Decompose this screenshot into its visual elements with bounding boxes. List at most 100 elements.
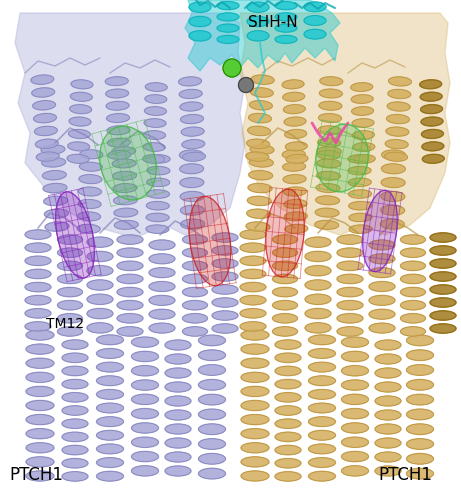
Ellipse shape	[212, 285, 238, 294]
Ellipse shape	[183, 287, 207, 297]
Ellipse shape	[62, 353, 88, 363]
Ellipse shape	[67, 154, 89, 163]
Ellipse shape	[26, 330, 54, 340]
Ellipse shape	[131, 380, 159, 390]
Ellipse shape	[241, 400, 269, 410]
Ellipse shape	[180, 192, 204, 201]
Ellipse shape	[349, 225, 372, 233]
Ellipse shape	[308, 362, 336, 372]
Ellipse shape	[240, 243, 266, 253]
Ellipse shape	[32, 88, 55, 97]
Ellipse shape	[421, 129, 443, 138]
Ellipse shape	[240, 230, 266, 239]
Ellipse shape	[430, 311, 456, 320]
Ellipse shape	[319, 89, 343, 98]
Ellipse shape	[146, 213, 169, 222]
Text: SHH-N: SHH-N	[248, 15, 298, 30]
Ellipse shape	[382, 150, 406, 160]
Ellipse shape	[114, 208, 138, 217]
Ellipse shape	[199, 454, 225, 464]
Ellipse shape	[117, 261, 143, 271]
Ellipse shape	[240, 322, 266, 331]
Ellipse shape	[247, 209, 271, 218]
Ellipse shape	[318, 138, 341, 147]
Ellipse shape	[430, 298, 456, 307]
Ellipse shape	[430, 259, 456, 268]
Ellipse shape	[96, 362, 124, 372]
Ellipse shape	[240, 269, 266, 279]
Ellipse shape	[317, 150, 340, 159]
Ellipse shape	[284, 212, 307, 221]
Ellipse shape	[422, 142, 444, 151]
Ellipse shape	[212, 259, 238, 268]
Ellipse shape	[58, 248, 83, 258]
Ellipse shape	[113, 196, 137, 205]
Ellipse shape	[78, 200, 101, 208]
Ellipse shape	[272, 235, 297, 244]
Circle shape	[238, 77, 254, 93]
Ellipse shape	[71, 92, 92, 101]
Ellipse shape	[272, 300, 297, 310]
Ellipse shape	[58, 327, 83, 336]
Ellipse shape	[342, 408, 368, 419]
Ellipse shape	[149, 309, 175, 319]
Ellipse shape	[275, 445, 301, 455]
Ellipse shape	[183, 313, 207, 323]
Ellipse shape	[180, 205, 204, 215]
Ellipse shape	[316, 184, 340, 193]
Ellipse shape	[282, 80, 304, 89]
Ellipse shape	[386, 115, 409, 124]
Ellipse shape	[62, 392, 88, 402]
Ellipse shape	[375, 424, 401, 434]
Ellipse shape	[272, 261, 297, 271]
Ellipse shape	[305, 294, 331, 304]
Ellipse shape	[183, 327, 207, 336]
Ellipse shape	[26, 443, 54, 453]
Ellipse shape	[58, 313, 83, 323]
Ellipse shape	[165, 340, 191, 350]
Ellipse shape	[246, 222, 270, 231]
Ellipse shape	[96, 335, 124, 345]
Ellipse shape	[26, 372, 54, 382]
Ellipse shape	[308, 431, 336, 440]
Ellipse shape	[246, 152, 269, 161]
Ellipse shape	[275, 35, 297, 43]
Ellipse shape	[179, 90, 202, 99]
Ellipse shape	[401, 235, 426, 244]
Ellipse shape	[189, 2, 211, 13]
Ellipse shape	[26, 414, 54, 425]
Ellipse shape	[131, 394, 159, 404]
Ellipse shape	[180, 178, 204, 188]
Ellipse shape	[80, 150, 103, 159]
Ellipse shape	[248, 184, 272, 193]
Ellipse shape	[212, 311, 238, 320]
Ellipse shape	[430, 246, 456, 255]
Ellipse shape	[87, 294, 113, 304]
Ellipse shape	[342, 380, 368, 390]
Ellipse shape	[401, 287, 426, 297]
Ellipse shape	[131, 451, 159, 462]
Ellipse shape	[342, 451, 368, 462]
Ellipse shape	[114, 220, 138, 229]
Ellipse shape	[318, 126, 341, 135]
Ellipse shape	[117, 274, 143, 284]
Ellipse shape	[248, 113, 272, 123]
Ellipse shape	[87, 280, 113, 290]
Ellipse shape	[179, 150, 203, 160]
Polygon shape	[240, 13, 450, 235]
Ellipse shape	[26, 344, 54, 354]
Ellipse shape	[182, 140, 205, 149]
Ellipse shape	[56, 192, 95, 278]
Ellipse shape	[369, 268, 395, 278]
Ellipse shape	[375, 368, 401, 378]
Ellipse shape	[430, 324, 456, 333]
Ellipse shape	[430, 272, 456, 281]
Ellipse shape	[247, 16, 269, 27]
Ellipse shape	[272, 248, 297, 258]
Ellipse shape	[107, 138, 130, 147]
Ellipse shape	[305, 252, 331, 262]
Ellipse shape	[241, 471, 269, 481]
Ellipse shape	[189, 16, 211, 27]
Ellipse shape	[305, 280, 331, 290]
Ellipse shape	[180, 164, 204, 174]
